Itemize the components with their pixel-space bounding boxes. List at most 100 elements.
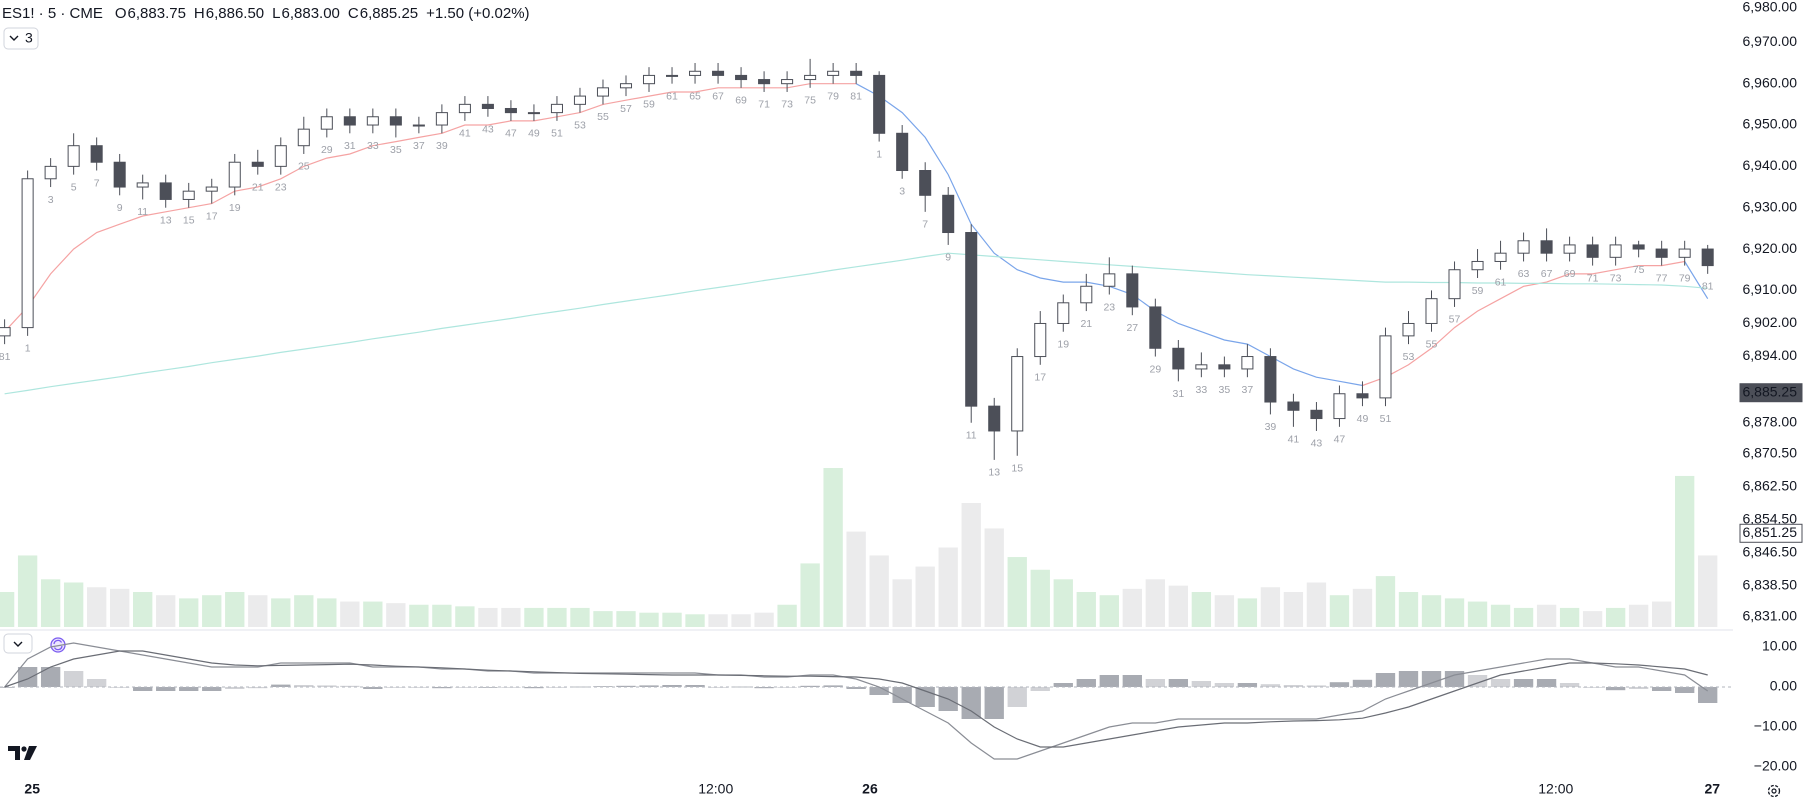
bar-number: 27 <box>1126 322 1138 334</box>
macd-histogram <box>63 671 84 687</box>
bar-number: 39 <box>436 140 448 152</box>
candle-body <box>205 186 218 192</box>
gear[interactable] <box>1767 784 1781 798</box>
bar-number: 21 <box>1080 318 1092 330</box>
x-tick-label: 26 <box>862 781 878 797</box>
y-tick-label: 6,902.00 <box>1743 314 1798 330</box>
macd-histogram <box>754 687 774 689</box>
volume-bar <box>1398 592 1419 627</box>
volume-bar <box>1214 595 1235 627</box>
header-change: +1.50 (+0.02%) <box>426 5 529 22</box>
x-tick-label: 25 <box>24 781 40 797</box>
candle-body <box>1701 248 1714 267</box>
logo[interactable] <box>8 746 37 760</box>
chevron <box>13 641 23 647</box>
bar-number: 17 <box>206 210 218 222</box>
macd-histogram <box>225 687 245 689</box>
y-tick-label: 6,854.50 <box>1743 511 1798 527</box>
candle-body <box>781 79 794 85</box>
bar-number: 19 <box>1057 339 1069 351</box>
volume-bar <box>363 601 383 627</box>
candle-body <box>919 170 932 196</box>
x-tick-label: 12:00 <box>1538 781 1573 797</box>
macd-histogram <box>1490 679 1511 687</box>
candle-body <box>1379 335 1392 399</box>
volume-bar <box>340 601 360 627</box>
settings[interactable] <box>1767 784 1781 798</box>
volume-bar <box>156 595 176 627</box>
bar-number: 9 <box>117 202 123 214</box>
volume-bar <box>961 502 981 627</box>
candle-body <box>1195 364 1208 370</box>
volume-bar <box>1007 557 1027 627</box>
candle-body <box>573 95 586 105</box>
candle-body <box>896 132 909 172</box>
y-tick-label: 6,970.00 <box>1743 33 1798 49</box>
candle-body <box>320 116 333 130</box>
volume-bar <box>846 531 866 627</box>
macd-histogram <box>524 687 544 689</box>
macd-histogram <box>1076 679 1096 687</box>
bar-number: 51 <box>551 128 563 140</box>
volume-bar <box>1628 604 1649 627</box>
moving-average <box>855 83 1709 387</box>
volume-bar <box>1030 569 1050 627</box>
macd-histogram <box>1536 679 1557 687</box>
volume-bar <box>892 579 912 627</box>
bar-number: 37 <box>413 140 425 152</box>
macd-histogram <box>248 687 268 689</box>
bar-number: 49 <box>1357 413 1369 425</box>
candle-body <box>527 112 540 115</box>
volume-bar <box>294 595 314 627</box>
price-marker <box>1739 383 1803 403</box>
volume-bar <box>432 604 452 627</box>
candle-body <box>873 74 886 134</box>
volume-bar <box>133 592 153 627</box>
macd-toggle[interactable] <box>3 633 33 654</box>
candle-body <box>1540 240 1553 254</box>
macd-histogram <box>1145 679 1165 687</box>
bar-number: 35 <box>1219 384 1231 396</box>
bar-number: 1 <box>25 343 31 355</box>
bar-number: 33 <box>1196 384 1208 396</box>
candle-body <box>619 83 633 89</box>
bar-number: 79 <box>1679 272 1691 284</box>
macd-histogram <box>1559 683 1580 687</box>
volume-bar <box>455 606 475 627</box>
macd-histogram <box>570 686 590 688</box>
macd-histogram <box>1283 685 1304 687</box>
macd-histogram <box>1007 687 1027 707</box>
volume-bar <box>86 587 107 627</box>
candle-body <box>1632 244 1645 250</box>
candle-body <box>0 327 11 337</box>
macd-histogram <box>1329 682 1350 687</box>
volume-bar <box>570 607 590 627</box>
bar-number: 77 <box>1656 272 1668 284</box>
volume-bar <box>1675 475 1695 627</box>
toggle-box[interactable] <box>3 633 33 654</box>
bar-number: 23 <box>275 181 287 193</box>
macd-histogram <box>156 687 176 691</box>
volume-bar <box>1375 576 1396 627</box>
macd-histogram <box>731 686 751 688</box>
candle-body <box>504 107 517 114</box>
macd-histogram <box>386 687 406 688</box>
toggle-box[interactable] <box>3 27 39 50</box>
candle-body <box>1057 302 1070 324</box>
volume-bar <box>616 611 636 627</box>
logo-v <box>24 746 37 760</box>
volume-bar <box>1306 582 1327 627</box>
candle-body <box>136 182 149 188</box>
bar-number: 31 <box>1173 388 1185 400</box>
volume-bar <box>869 555 889 627</box>
candle-body <box>1425 298 1438 324</box>
candle-body <box>1586 244 1599 258</box>
indicator-toggle[interactable]: 3 <box>3 27 39 50</box>
bar-number: 11 <box>966 429 977 441</box>
bar-number: 49 <box>528 128 540 140</box>
bar-number: 53 <box>1403 351 1415 363</box>
candle-body <box>1149 306 1162 349</box>
volume-bar <box>63 582 84 627</box>
candle-body <box>343 116 356 126</box>
macd-histogram <box>685 685 705 687</box>
